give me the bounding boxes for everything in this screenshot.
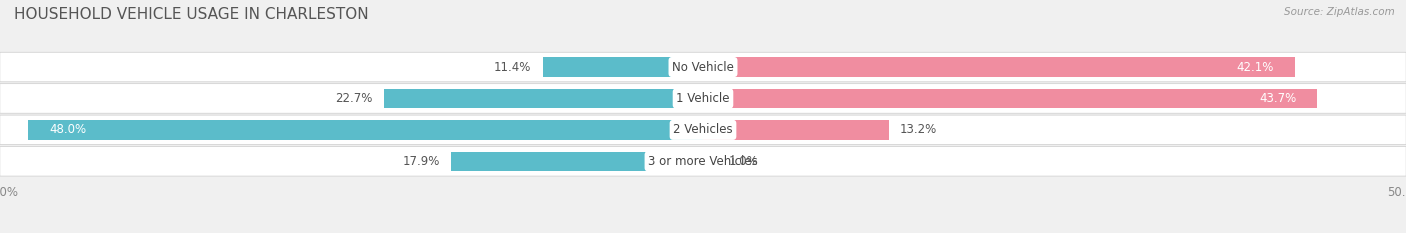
Text: Source: ZipAtlas.com: Source: ZipAtlas.com [1284, 7, 1395, 17]
Text: 3 or more Vehicles: 3 or more Vehicles [648, 155, 758, 168]
FancyBboxPatch shape [0, 115, 1406, 145]
Text: 48.0%: 48.0% [49, 123, 86, 136]
Bar [384, 89, 703, 108]
Text: 42.1%: 42.1% [1236, 61, 1274, 74]
Bar [451, 152, 703, 171]
Text: 1 Vehicle: 1 Vehicle [676, 92, 730, 105]
Text: No Vehicle: No Vehicle [672, 61, 734, 74]
Text: 11.4%: 11.4% [494, 61, 531, 74]
Bar [703, 89, 1317, 108]
FancyBboxPatch shape [0, 84, 1406, 113]
Bar [28, 120, 703, 140]
Bar [543, 57, 703, 77]
Bar [703, 152, 717, 171]
Bar [703, 120, 889, 140]
Text: 2 Vehicles: 2 Vehicles [673, 123, 733, 136]
Text: 13.2%: 13.2% [900, 123, 936, 136]
Text: 17.9%: 17.9% [402, 155, 440, 168]
Bar [703, 57, 1295, 77]
Text: 43.7%: 43.7% [1260, 92, 1296, 105]
Text: 1.0%: 1.0% [728, 155, 758, 168]
FancyBboxPatch shape [0, 147, 1406, 176]
Text: 22.7%: 22.7% [335, 92, 373, 105]
FancyBboxPatch shape [0, 52, 1406, 82]
Text: HOUSEHOLD VEHICLE USAGE IN CHARLESTON: HOUSEHOLD VEHICLE USAGE IN CHARLESTON [14, 7, 368, 22]
